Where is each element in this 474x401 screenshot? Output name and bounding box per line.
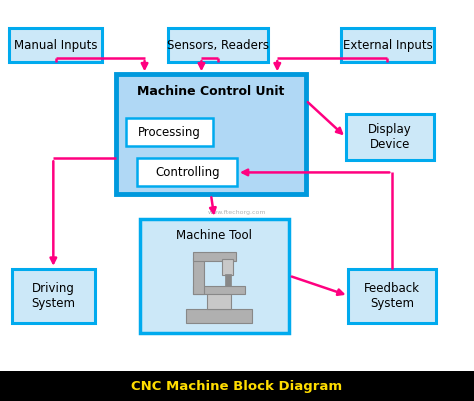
FancyBboxPatch shape <box>207 293 231 309</box>
FancyBboxPatch shape <box>126 118 213 146</box>
Text: External Inputs: External Inputs <box>343 38 432 52</box>
FancyBboxPatch shape <box>346 114 434 160</box>
Text: CNC Machine Block Diagram: CNC Machine Block Diagram <box>131 380 343 393</box>
FancyBboxPatch shape <box>12 269 95 323</box>
FancyBboxPatch shape <box>168 28 268 62</box>
Text: Manual Inputs: Manual Inputs <box>14 38 98 52</box>
Text: Display
Device: Display Device <box>368 124 412 151</box>
Text: Driving
System: Driving System <box>31 282 75 310</box>
FancyBboxPatch shape <box>193 286 246 294</box>
FancyBboxPatch shape <box>193 258 204 294</box>
FancyBboxPatch shape <box>348 269 436 323</box>
FancyBboxPatch shape <box>193 252 236 261</box>
FancyBboxPatch shape <box>9 28 102 62</box>
Text: www.ftechorg.com: www.ftechorg.com <box>208 210 266 215</box>
FancyBboxPatch shape <box>116 74 306 194</box>
Text: Processing: Processing <box>138 126 201 139</box>
FancyBboxPatch shape <box>186 309 252 323</box>
FancyBboxPatch shape <box>341 28 434 62</box>
FancyBboxPatch shape <box>140 219 289 333</box>
FancyBboxPatch shape <box>225 274 231 286</box>
Text: Feedback
System: Feedback System <box>364 282 420 310</box>
Text: Machine Tool: Machine Tool <box>176 229 253 241</box>
FancyBboxPatch shape <box>137 158 237 186</box>
FancyBboxPatch shape <box>221 259 233 275</box>
Text: Machine Control Unit: Machine Control Unit <box>137 85 284 98</box>
Text: Sensors, Readers: Sensors, Readers <box>167 38 269 52</box>
Text: Controlling: Controlling <box>155 166 219 179</box>
FancyBboxPatch shape <box>0 371 474 401</box>
